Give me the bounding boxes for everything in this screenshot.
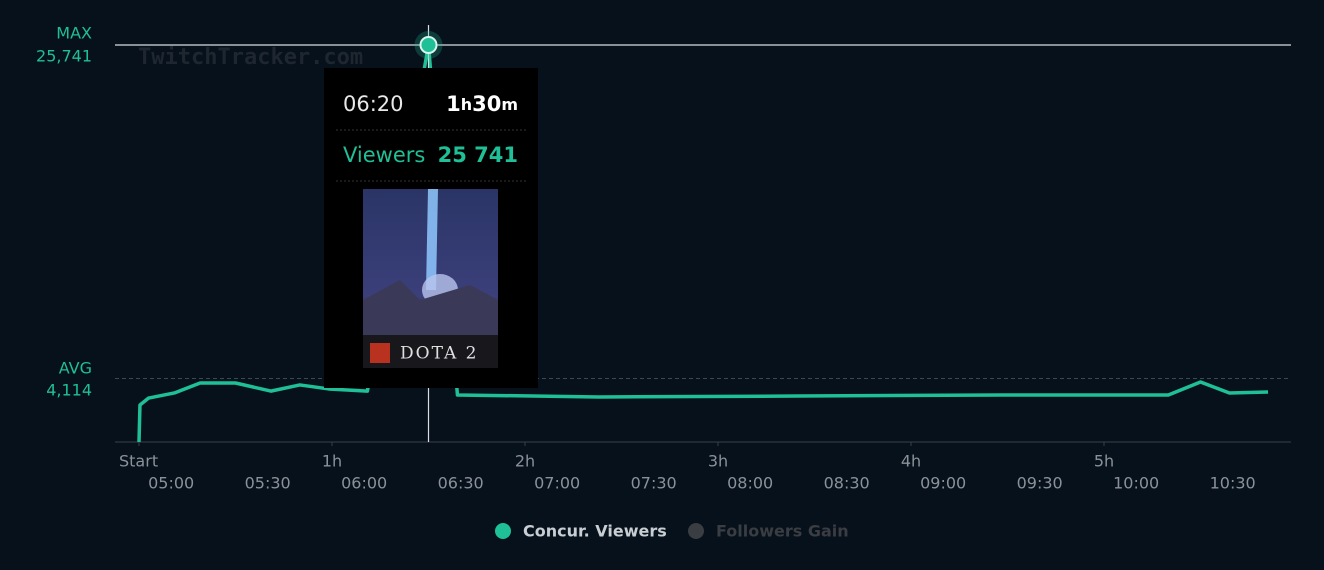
max-label: MAX <box>56 24 92 43</box>
x-clock-label: 08:30 <box>824 474 870 493</box>
max-value: 25,741 <box>36 47 92 66</box>
x-tick-label: 2h <box>515 452 535 471</box>
duration-part: h <box>461 95 472 114</box>
legend-swatch <box>495 523 511 539</box>
x-clock-label: 08:00 <box>727 474 773 493</box>
x-clock-label: 07:30 <box>631 474 677 493</box>
tooltip-label: Viewers <box>343 143 425 167</box>
tooltip-duration: 1h30m <box>446 92 518 116</box>
avg-value: 4,114 <box>46 381 92 400</box>
x-clock-label: 06:30 <box>438 474 484 493</box>
x-clock-label: 10:00 <box>1113 474 1159 493</box>
x-clock-label: 07:00 <box>534 474 580 493</box>
x-tick-label: Start <box>119 452 158 471</box>
dota-logo <box>370 343 390 363</box>
x-tick-label: 3h <box>708 452 728 471</box>
tooltip-time: 06:20 <box>343 92 404 116</box>
x-tick-label: 5h <box>1094 452 1114 471</box>
tooltip-value: 25 741 <box>438 143 518 167</box>
avg-label: AVG <box>59 359 92 378</box>
legend-label[interactable]: Followers Gain <box>716 522 849 541</box>
x-clock-label: 05:30 <box>245 474 291 493</box>
duration-part: 30 <box>472 92 501 116</box>
x-clock-label: 09:00 <box>920 474 966 493</box>
duration-part: m <box>501 95 518 114</box>
duration-part: 1 <box>446 92 461 116</box>
hover-marker <box>419 36 438 54</box>
art-beam <box>426 189 438 290</box>
tooltip: 06:20 1h30m Viewers 25 741 DOTA 2 <box>324 68 538 388</box>
game-name: DOTA 2 <box>400 344 478 364</box>
watermark: TwitchTracker.com <box>138 45 363 70</box>
legend-label[interactable]: Concur. Viewers <box>523 522 667 541</box>
art-rocks <box>363 280 498 335</box>
x-clock-label: 10:30 <box>1210 474 1256 493</box>
series-line <box>137 43 1269 443</box>
x-clock-label: 09:30 <box>1017 474 1063 493</box>
x-tick-label: 1h <box>322 452 342 471</box>
x-clock-label: 05:00 <box>148 474 194 493</box>
x-tick-label: 4h <box>901 452 921 471</box>
x-clock-label: 06:00 <box>341 474 387 493</box>
legend-swatch <box>688 523 704 539</box>
